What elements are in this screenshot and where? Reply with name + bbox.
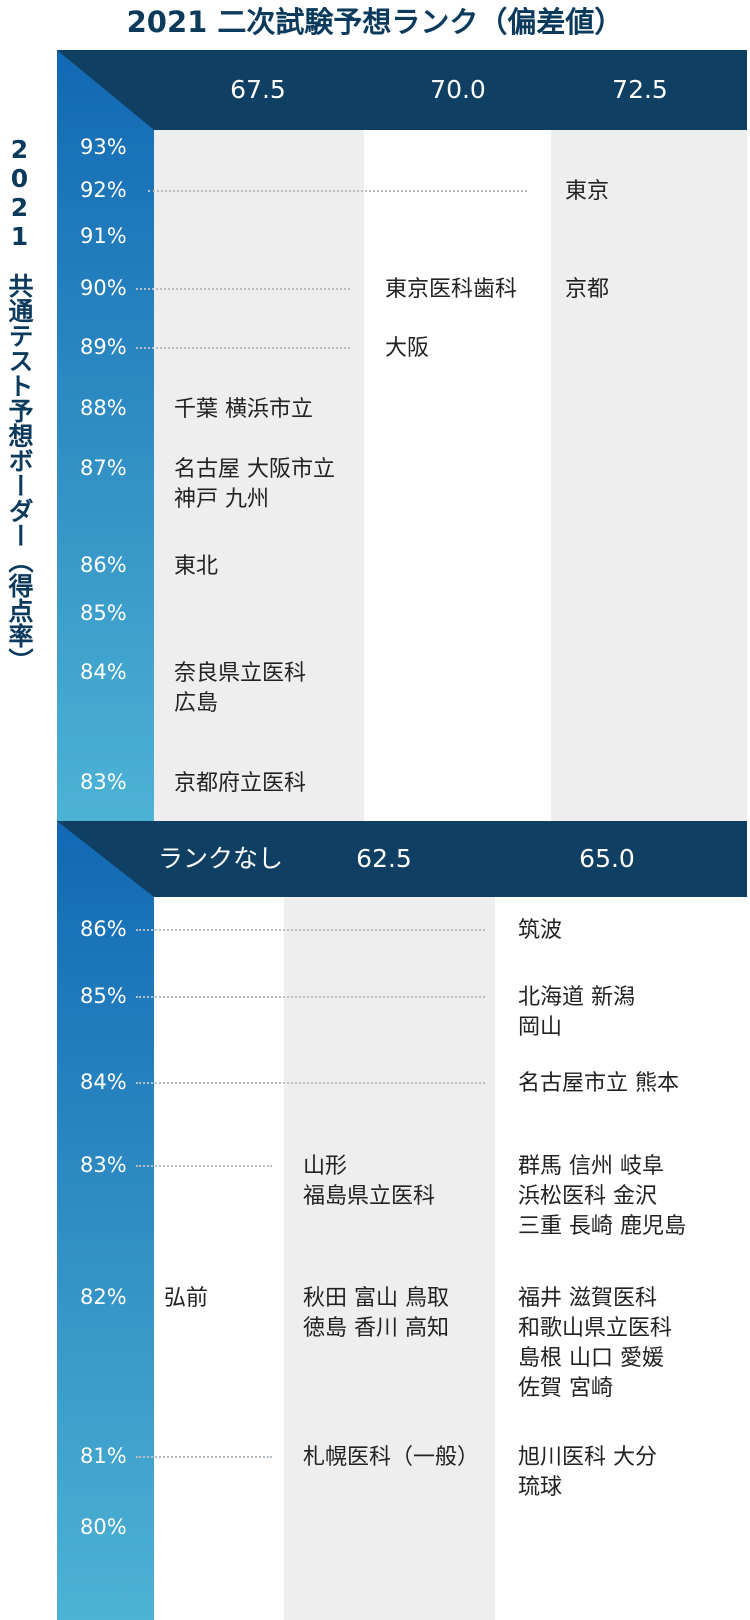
- university-names-line: 千葉 横浜市立: [174, 397, 313, 422]
- university-names-line: 名古屋 大阪市立: [174, 457, 335, 482]
- university-names-line: 東京: [565, 179, 610, 204]
- university-names-line: 三重 長崎 鹿児島: [518, 1214, 686, 1239]
- university-names-line: 北海道 新潟: [518, 985, 635, 1010]
- university-names-line: 福井 滋賀医科: [518, 1286, 657, 1311]
- university-names-line: 奈良県立医科: [174, 661, 307, 686]
- top-university-group: 名古屋 大阪市立 神戸 九州: [174, 455, 335, 515]
- university-names-line: 東京医科歯科: [385, 277, 518, 302]
- university-names-line: 京都: [565, 277, 610, 302]
- bottom-dotted-guide: [136, 996, 485, 998]
- bottom-rank-header-label: ランクなし: [158, 844, 284, 873]
- bottom-university-group: 福井 滋賀医科 和歌山県立医科 島根 山口 愛媛 佐賀 宮崎: [518, 1284, 672, 1404]
- top-column-shade-3: [551, 130, 747, 823]
- bottom-rank-header: [154, 821, 747, 897]
- university-names-line: 旭川医科 大分: [518, 1445, 657, 1470]
- bottom-percent-label: 82%: [80, 1285, 127, 1309]
- university-names-line: 東北: [174, 554, 219, 579]
- corner-triangle: [57, 50, 154, 130]
- bottom-dotted-guide: [136, 1165, 272, 1167]
- corner-triangle: [57, 821, 154, 897]
- university-names-line: 徳島 香川 高知: [303, 1316, 449, 1341]
- top-percent-band: [57, 50, 154, 823]
- university-names-line: 弘前: [164, 1286, 209, 1311]
- bottom-university-group: 名古屋市立 熊本: [518, 1069, 679, 1099]
- top-percent-label: 83%: [80, 770, 127, 794]
- top-percent-label: 86%: [80, 553, 127, 577]
- top-percent-label: 89%: [80, 335, 127, 359]
- university-names-line: 秋田 富山 鳥取: [303, 1286, 449, 1311]
- bottom-percent-label: 80%: [80, 1515, 127, 1539]
- university-names-line: 神戸 九州: [174, 487, 269, 512]
- bottom-header-corner: [57, 821, 154, 897]
- top-header-corner: [57, 50, 154, 130]
- top-dotted-guide: [136, 347, 350, 349]
- top-percent-label: 92%: [80, 178, 127, 202]
- top-university-group: 東北: [174, 552, 218, 582]
- bottom-dotted-guide: [136, 929, 485, 931]
- chart-title: 2021 二次試験予想ランク（偏差値）: [126, 5, 624, 39]
- university-names-line: 佐賀 宮崎: [518, 1376, 613, 1401]
- top-university-group: 奈良県立医科 広島: [174, 659, 306, 719]
- y-axis-label-year: 2021: [5, 135, 34, 251]
- top-percent-label: 85%: [80, 601, 127, 625]
- top-university-group: 東京医科歯科: [385, 275, 517, 305]
- bottom-university-group: 札幌医科（一般）: [303, 1443, 479, 1473]
- y-axis-label: 2021 共通テスト予想ボーダー（得点率）: [0, 135, 38, 673]
- bottom-university-group: 弘前: [164, 1284, 208, 1314]
- top-percent-label: 93%: [80, 135, 127, 159]
- bottom-percent-label: 83%: [80, 1153, 127, 1177]
- y-axis-label-text: 共通テスト予想ボーダー（得点率）: [5, 273, 34, 673]
- university-names-line: 京都府立医科: [174, 771, 307, 796]
- top-rank-header-label: 70.0: [430, 75, 486, 104]
- university-names-line: 札幌医科（一般）: [303, 1445, 480, 1470]
- university-names-line: 広島: [174, 691, 219, 716]
- university-names-line: 岡山: [518, 1015, 563, 1040]
- top-percent-label: 91%: [80, 224, 127, 248]
- university-names-line: 島根 山口 愛媛: [518, 1346, 664, 1371]
- bottom-university-group: 秋田 富山 鳥取 徳島 香川 高知: [303, 1284, 449, 1344]
- bottom-percent-label: 81%: [80, 1444, 127, 1468]
- top-rank-header-label: 72.5: [612, 75, 668, 104]
- university-names-line: 浜松医科 金沢: [518, 1184, 657, 1209]
- top-dotted-guide: [136, 288, 350, 290]
- bottom-university-group: 山形 福島県立医科: [303, 1152, 435, 1212]
- top-dotted-guide: [148, 190, 527, 192]
- top-percent-label: 88%: [80, 396, 127, 420]
- university-names-line: 群馬 信州 岐阜: [518, 1154, 664, 1179]
- bottom-percent-label: 84%: [80, 1070, 127, 1094]
- bottom-university-group: 北海道 新潟 岡山: [518, 983, 635, 1043]
- university-names-line: 筑波: [518, 918, 563, 943]
- bottom-percent-label: 86%: [80, 917, 127, 941]
- university-names-line: 和歌山県立医科: [518, 1316, 673, 1341]
- top-university-group: 京都府立医科: [174, 769, 306, 799]
- bottom-dotted-guide: [136, 1456, 272, 1458]
- top-university-group: 千葉 横浜市立: [174, 395, 313, 425]
- university-names-line: 琉球: [518, 1475, 563, 1500]
- top-rank-header-label: 67.5: [230, 75, 286, 104]
- university-names-line: 大阪: [385, 336, 430, 361]
- university-names-line: 福島県立医科: [303, 1184, 436, 1209]
- bottom-percent-band: [57, 821, 154, 1620]
- bottom-university-group: 旭川医科 大分 琉球: [518, 1443, 657, 1503]
- top-percent-label: 84%: [80, 660, 127, 684]
- top-university-group: 大阪: [385, 334, 429, 364]
- top-percent-label: 90%: [80, 276, 127, 300]
- bottom-column-shade-2: [284, 897, 495, 1620]
- top-university-group: 東京: [565, 177, 609, 207]
- bottom-dotted-guide: [136, 1082, 485, 1084]
- bottom-percent-label: 85%: [80, 984, 127, 1008]
- top-column-shade-1: [154, 130, 364, 823]
- bottom-university-group: 筑波: [518, 916, 562, 946]
- bottom-rank-header-label: 62.5: [356, 844, 412, 873]
- university-names-line: 山形: [303, 1154, 348, 1179]
- top-percent-label: 87%: [80, 456, 127, 480]
- bottom-rank-header-label: 65.0: [579, 844, 635, 873]
- bottom-university-group: 群馬 信州 岐阜 浜松医科 金沢三重 長崎 鹿児島: [518, 1152, 686, 1242]
- university-names-line: 名古屋市立 熊本: [518, 1071, 679, 1096]
- top-university-group: 京都: [565, 275, 609, 305]
- top-rank-header: [154, 50, 747, 130]
